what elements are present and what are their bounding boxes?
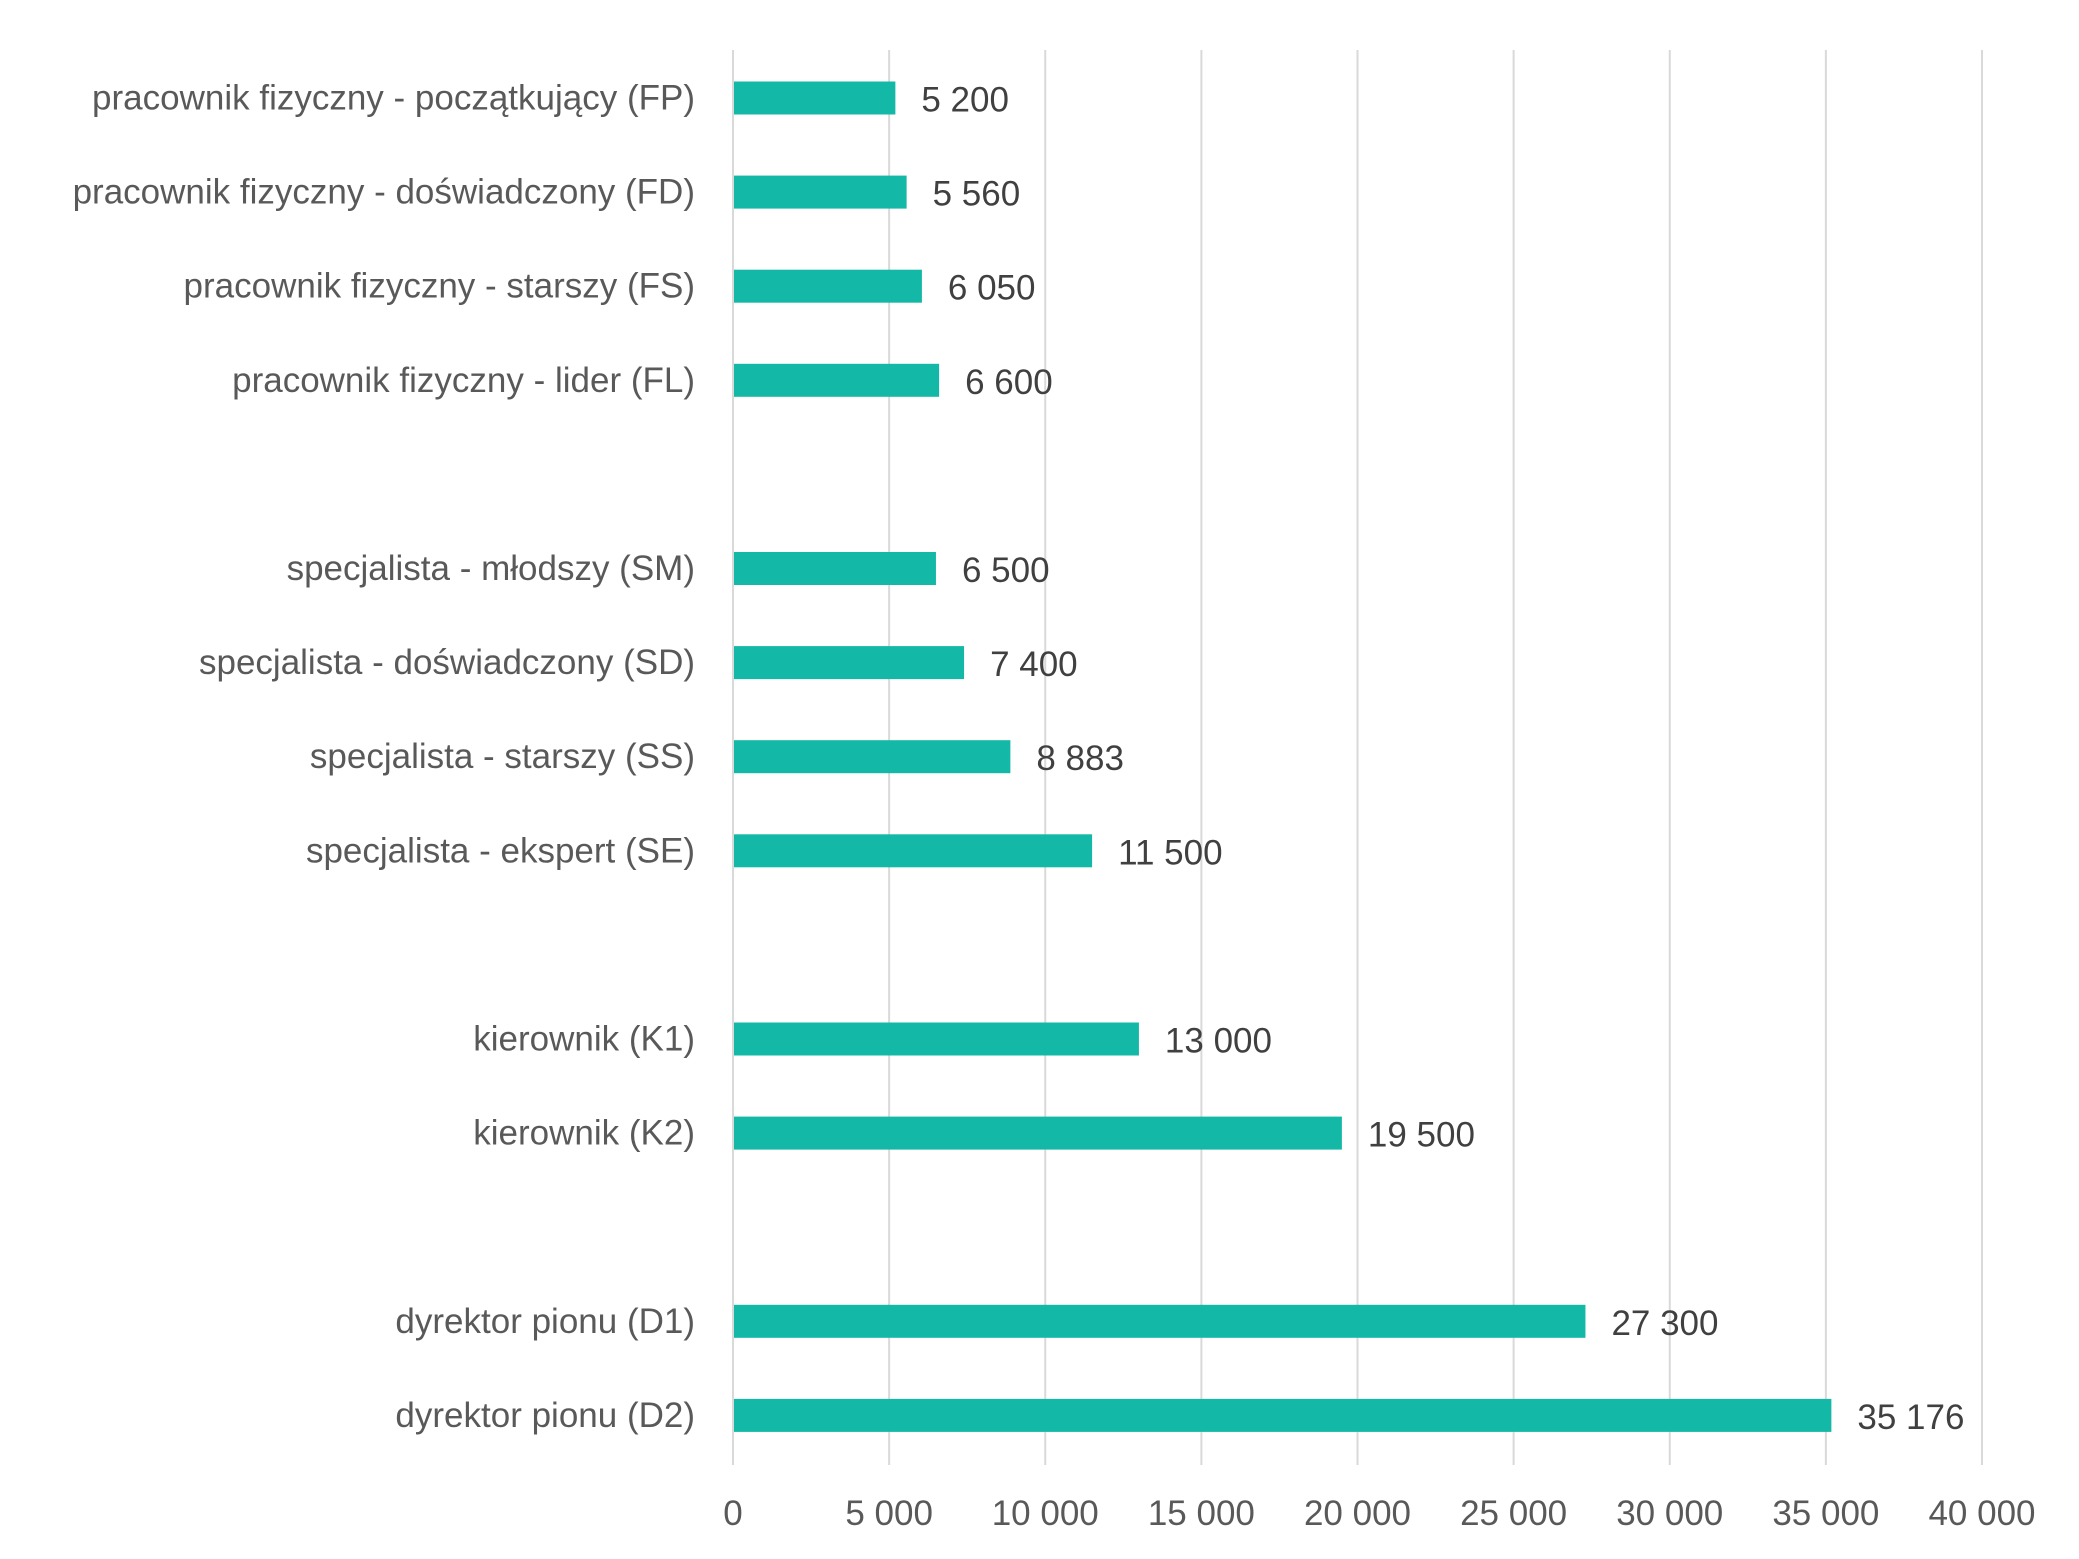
data-label: 5 200 (921, 81, 1009, 120)
bars (734, 81, 1832, 1432)
x-tick-label: 35 000 (1772, 1494, 1879, 1533)
bar (734, 1022, 1139, 1056)
bar (734, 1116, 1342, 1150)
category-label: pracownik fizyczny - lider (FL) (232, 361, 695, 400)
data-label: 19 500 (1368, 1116, 1475, 1155)
data-label: 13 000 (1165, 1022, 1272, 1061)
category-labels: pracownik fizyczny - początkujący (FP) pr… (73, 79, 695, 1435)
bar (734, 269, 922, 303)
bar (734, 1398, 1832, 1432)
x-tick-label: 20 000 (1304, 1494, 1411, 1533)
category-label: pracownik fizyczny - starszy (FS) (184, 267, 695, 306)
x-tick-label: 10 000 (992, 1494, 1099, 1533)
x-axis-tick-labels: 0 5 000 10 000 15 000 20 000 25 000 30 000 35 0… (723, 1494, 2035, 1533)
bar (734, 552, 936, 585)
category-label: dyrektor pionu (D2) (395, 1396, 695, 1435)
category-label: pracownik fizyczny - początkujący (FP) (92, 79, 695, 118)
data-label: 27 300 (1611, 1304, 1718, 1343)
data-labels: 5 200 5 560 6 050 6 600 6 500 7 400 8 883 11 50… (921, 81, 1964, 1437)
data-label: 7 400 (990, 645, 1078, 684)
category-label: dyrektor pionu (D1) (395, 1302, 695, 1341)
category-label: specjalista - ekspert (SE) (306, 831, 695, 870)
x-tick-label: 5 000 (845, 1494, 933, 1533)
category-label: pracownik fizyczny - doświadczony (FD) (73, 173, 695, 212)
category-label: specjalista - młodszy (SM) (287, 549, 695, 588)
x-tick-label: 25 000 (1460, 1494, 1567, 1533)
data-label: 8 883 (1036, 739, 1124, 778)
data-label: 5 560 (933, 175, 1021, 214)
data-label: 6 600 (965, 363, 1053, 402)
data-label: 6 500 (962, 551, 1050, 590)
category-label: specjalista - starszy (SS) (310, 737, 695, 776)
category-label: specjalista - doświadczony (SD) (199, 643, 695, 682)
x-tick-label: 15 000 (1148, 1494, 1255, 1533)
bar (734, 175, 907, 209)
data-label: 35 176 (1857, 1398, 1964, 1437)
x-tick-label: 40 000 (1928, 1494, 2035, 1533)
bar (734, 646, 965, 680)
data-label: 11 500 (1118, 833, 1222, 872)
category-label: kierownik (K2) (473, 1114, 695, 1153)
x-tick-label: 0 (723, 1494, 742, 1533)
data-label: 6 050 (948, 269, 1036, 308)
x-tick-label: 30 000 (1616, 1494, 1723, 1533)
bar (734, 834, 1093, 868)
bar (734, 363, 940, 397)
bar (734, 81, 896, 115)
bar (734, 1304, 1586, 1338)
category-label: kierownik (K1) (473, 1020, 695, 1059)
bar (734, 740, 1011, 774)
